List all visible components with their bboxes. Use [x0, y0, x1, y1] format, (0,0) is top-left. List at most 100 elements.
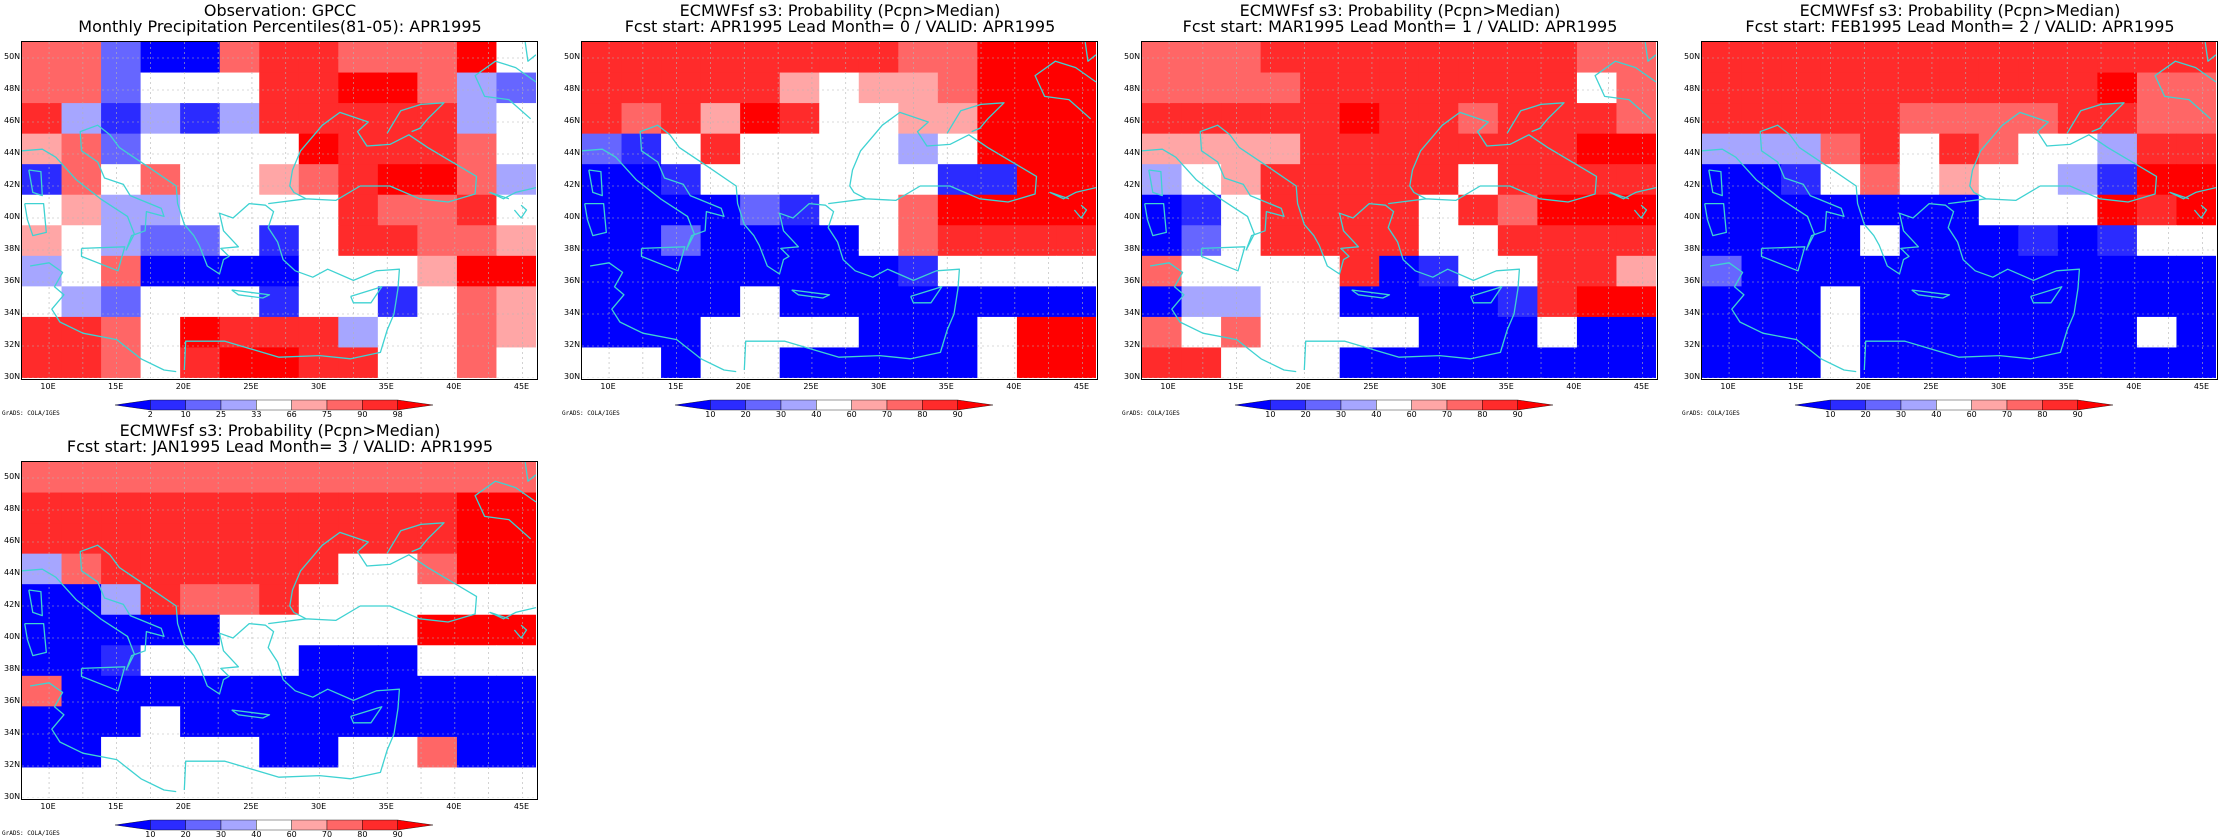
grid-cell: [1741, 164, 1782, 196]
grid-cell: [2057, 347, 2098, 378]
lon-tick-label: 25E: [1923, 382, 1939, 391]
probability-cells: [1702, 42, 2216, 378]
grid-cell: [977, 347, 1018, 378]
grid-cell: [140, 736, 181, 769]
grid-cell: [2057, 42, 2098, 74]
grid-cell: [1978, 286, 2019, 318]
grid-cell: [140, 255, 181, 287]
grid-cell: [2176, 164, 2216, 196]
grid-cell: [1781, 164, 1822, 196]
grid-cell: [977, 286, 1018, 318]
grid-cell: [700, 255, 741, 287]
grid-cell: [740, 72, 781, 104]
grid-cell: [1978, 42, 2019, 74]
grid-cell: [377, 614, 418, 646]
grid-cell: [621, 347, 662, 378]
lon-tick-label: 40E: [1566, 382, 1582, 391]
grid-cell: [1497, 194, 1538, 226]
grid-cell: [1860, 42, 1901, 74]
grid-cell: [140, 767, 181, 798]
coastline: [350, 706, 383, 724]
grid-cell: [700, 347, 741, 378]
colorbar-swatch: [957, 399, 994, 411]
grid-cell: [140, 462, 181, 494]
grid-cell: [298, 645, 339, 677]
grid-cell: [977, 72, 1018, 104]
grid-cell: [740, 286, 781, 318]
lat-tick-label: 46N: [1684, 116, 1701, 125]
grid-cell: [1181, 164, 1222, 196]
grid-cell: [180, 462, 221, 494]
grid-cell: [740, 194, 781, 226]
grid-cell: [417, 492, 458, 524]
grid-cell: [1537, 103, 1578, 135]
colorbar-tick-label: 70: [321, 830, 333, 839]
grid-cell: [298, 736, 339, 769]
coastline: [24, 202, 47, 237]
grid-cell: [937, 72, 978, 104]
grid-cell: [661, 194, 702, 226]
grid-cell: [1820, 194, 1861, 226]
grid-cell: [740, 255, 781, 287]
colorbar-tick-label: 90: [952, 410, 963, 419]
lon-tick-label: 10E: [1720, 382, 1736, 391]
grid-cell: [22, 72, 63, 104]
grid-cell: [298, 706, 339, 738]
grid-cell: [1016, 225, 1058, 257]
grid-cell: [1142, 286, 1183, 318]
grid-cell: [1939, 72, 1980, 104]
coastline: [28, 169, 43, 197]
grid-cell: [1497, 225, 1538, 257]
grid-cell: [1379, 194, 1420, 226]
grid-cell: [2018, 164, 2059, 196]
grid-cell: [1056, 164, 1096, 196]
colorbar-swatch: [1971, 399, 2008, 411]
grid-cell: [1939, 316, 1980, 349]
colorbar-swatch: [397, 819, 434, 831]
grid-cell: [1181, 42, 1222, 74]
grid-cell: [1016, 42, 1058, 74]
grid-cell: [819, 72, 860, 104]
map-panel-2: ECMWFsf s3: Probability (Pcpn>Median) Fc…: [560, 0, 1120, 420]
grid-cell: [2136, 316, 2178, 349]
grid-cell: [496, 347, 536, 378]
lon-tick-label: 10E: [40, 382, 56, 391]
grid-cell: [1537, 133, 1578, 165]
grid-cell: [101, 347, 142, 378]
colorbar-swatch: [150, 399, 186, 411]
grid-cell: [1939, 347, 1980, 378]
colorbar-tick-label: 90: [357, 410, 368, 419]
lon-tick-label: 30E: [1430, 382, 1447, 391]
grid-cell: [1016, 316, 1058, 349]
grid-cell: [2097, 286, 2138, 318]
grid-cell: [1616, 347, 1656, 378]
grid-cell: [1379, 316, 1420, 349]
grid-cell: [219, 553, 260, 585]
colorbar-swatch: [1936, 399, 1972, 411]
grid-cell: [779, 316, 820, 349]
grid-cell: [338, 316, 379, 349]
grid-cell: [456, 492, 498, 524]
grads-credit: GrADS: COLA/IGES: [1682, 410, 1740, 417]
grid-cell: [1260, 164, 1301, 196]
grid-cell: [582, 316, 623, 349]
grid-cell: [101, 492, 142, 524]
grid-cell: [417, 286, 458, 318]
grid-cell: [1016, 286, 1058, 318]
grid-cell: [140, 164, 181, 196]
colorbar-swatch: [185, 399, 222, 411]
grads-credit: GrADS: COLA/IGES: [1122, 410, 1180, 417]
colorbar-tick-label: 40: [1931, 410, 1942, 419]
grid-cell: [1576, 133, 1618, 165]
colorbar-swatch: [397, 399, 434, 411]
grid-cell: [700, 164, 741, 196]
grid-cell: [417, 736, 458, 769]
grid-cell: [1741, 72, 1782, 104]
grid-cell: [377, 133, 418, 165]
grid-cell: [456, 286, 498, 318]
grid-cell: [456, 133, 498, 165]
grid-cell: [1339, 194, 1380, 226]
grid-cell: [456, 614, 498, 646]
grid-cell: [496, 133, 536, 165]
grid-cell: [1537, 225, 1578, 257]
